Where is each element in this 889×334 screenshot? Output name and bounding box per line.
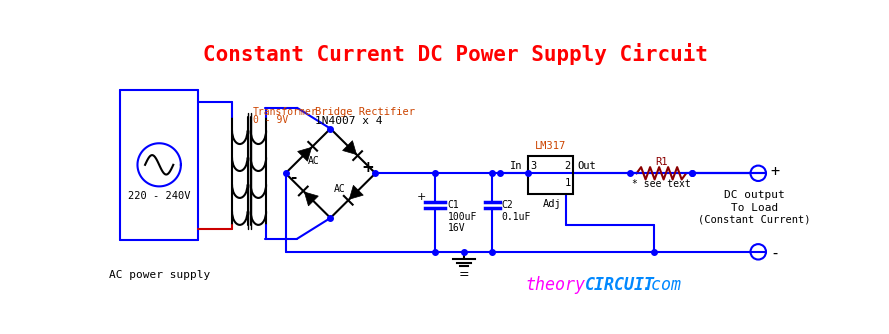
Text: Transformer: Transformer — [253, 107, 317, 117]
Text: Adj: Adj — [542, 199, 562, 209]
Text: C2
0.1uF: C2 0.1uF — [501, 200, 531, 222]
Text: 0 - 9V: 0 - 9V — [253, 115, 288, 125]
Text: 220 - 240V: 220 - 240V — [128, 191, 190, 201]
Text: -: - — [771, 246, 780, 261]
Text: DC output: DC output — [724, 190, 785, 200]
Text: .com: .com — [641, 276, 681, 294]
Text: * see text: * see text — [632, 179, 691, 189]
Text: LM317: LM317 — [535, 141, 566, 151]
Text: -: - — [290, 170, 296, 185]
Polygon shape — [298, 147, 311, 161]
Polygon shape — [342, 141, 356, 155]
Text: 1: 1 — [565, 178, 571, 188]
Text: 1N4007 x 4: 1N4007 x 4 — [315, 116, 382, 126]
Text: C1
100uF
16V: C1 100uF 16V — [447, 200, 477, 233]
Text: AC: AC — [308, 156, 319, 166]
Text: 3: 3 — [531, 161, 537, 171]
Text: To Load: To Load — [731, 202, 778, 212]
Text: +: + — [771, 164, 780, 179]
Text: Bridge Rectifier: Bridge Rectifier — [315, 107, 415, 117]
Text: Constant Current DC Power Supply Circuit: Constant Current DC Power Supply Circuit — [203, 43, 708, 65]
Text: =: = — [459, 269, 469, 282]
Text: CIRCUIT: CIRCUIT — [586, 276, 655, 294]
Text: 2: 2 — [565, 161, 571, 171]
Text: AC power supply: AC power supply — [108, 270, 210, 280]
Text: +: + — [361, 160, 374, 175]
Polygon shape — [304, 192, 318, 206]
Text: +: + — [416, 192, 426, 202]
Text: In: In — [510, 161, 523, 171]
Polygon shape — [349, 185, 364, 199]
Text: theory: theory — [525, 276, 586, 294]
Text: Out: Out — [578, 161, 597, 171]
Text: AC: AC — [334, 184, 346, 194]
Text: (Constant Current): (Constant Current) — [698, 215, 811, 225]
Text: R1: R1 — [655, 157, 668, 167]
Bar — [528, 156, 573, 194]
